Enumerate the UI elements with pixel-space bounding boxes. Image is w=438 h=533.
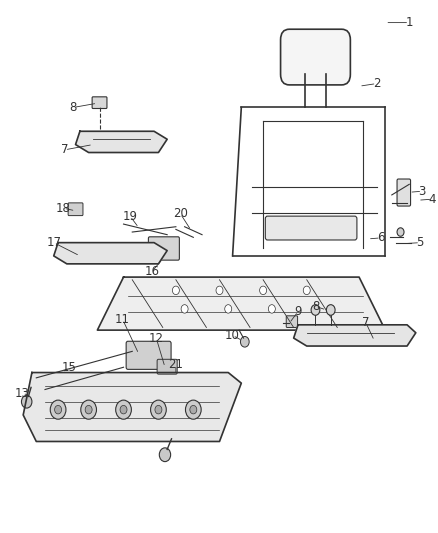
- FancyBboxPatch shape: [126, 341, 171, 369]
- FancyBboxPatch shape: [286, 316, 297, 327]
- Circle shape: [85, 406, 92, 414]
- Circle shape: [311, 305, 319, 316]
- Text: 5: 5: [416, 236, 423, 249]
- Text: 12: 12: [148, 332, 163, 344]
- Circle shape: [268, 305, 275, 313]
- Circle shape: [325, 305, 334, 316]
- Text: 4: 4: [427, 192, 435, 206]
- FancyBboxPatch shape: [148, 237, 179, 260]
- Text: 20: 20: [173, 207, 187, 220]
- Text: 16: 16: [144, 265, 159, 278]
- Polygon shape: [97, 277, 385, 330]
- Circle shape: [189, 406, 196, 414]
- Circle shape: [150, 400, 166, 419]
- Text: 3: 3: [418, 185, 425, 198]
- Circle shape: [185, 400, 201, 419]
- Circle shape: [159, 448, 170, 462]
- Text: 1: 1: [405, 16, 412, 29]
- Circle shape: [259, 286, 266, 295]
- Circle shape: [215, 286, 223, 295]
- Text: 18: 18: [56, 201, 71, 215]
- Text: 15: 15: [61, 361, 76, 374]
- Text: 17: 17: [46, 236, 61, 249]
- Circle shape: [172, 286, 179, 295]
- Circle shape: [224, 305, 231, 313]
- Text: 7: 7: [361, 316, 368, 329]
- Text: 6: 6: [376, 231, 384, 244]
- Circle shape: [21, 395, 32, 408]
- Text: 21: 21: [168, 358, 183, 371]
- Circle shape: [240, 336, 249, 347]
- Circle shape: [81, 400, 96, 419]
- Circle shape: [54, 406, 61, 414]
- FancyBboxPatch shape: [280, 29, 350, 85]
- FancyBboxPatch shape: [265, 216, 356, 240]
- Text: 19: 19: [122, 209, 137, 223]
- Text: 13: 13: [15, 387, 30, 400]
- Text: 7: 7: [61, 143, 68, 156]
- Circle shape: [155, 406, 162, 414]
- Polygon shape: [53, 243, 167, 264]
- Text: 11: 11: [115, 313, 130, 326]
- Circle shape: [396, 228, 403, 236]
- FancyBboxPatch shape: [157, 359, 177, 374]
- Text: 9: 9: [293, 305, 301, 318]
- Text: 2: 2: [372, 77, 379, 90]
- FancyBboxPatch shape: [68, 203, 83, 216]
- Polygon shape: [75, 131, 167, 152]
- Circle shape: [50, 400, 66, 419]
- FancyBboxPatch shape: [92, 97, 107, 109]
- Circle shape: [120, 406, 127, 414]
- Text: 10: 10: [225, 329, 240, 342]
- Circle shape: [303, 286, 310, 295]
- Polygon shape: [293, 325, 415, 346]
- Circle shape: [181, 305, 187, 313]
- Text: 8: 8: [311, 300, 318, 313]
- FancyBboxPatch shape: [396, 179, 410, 206]
- Circle shape: [116, 400, 131, 419]
- Text: 8: 8: [70, 101, 77, 114]
- Polygon shape: [23, 373, 241, 441]
